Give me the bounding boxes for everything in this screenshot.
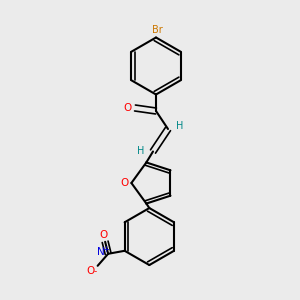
Text: O: O <box>121 178 129 188</box>
Text: +: + <box>102 245 109 254</box>
Text: N: N <box>97 247 104 257</box>
Text: O: O <box>123 103 132 113</box>
Text: O: O <box>86 266 94 276</box>
Text: Br: Br <box>152 25 163 35</box>
Text: H: H <box>137 146 145 157</box>
Text: -: - <box>94 267 97 276</box>
Text: O: O <box>100 230 108 240</box>
Text: H: H <box>176 121 184 131</box>
